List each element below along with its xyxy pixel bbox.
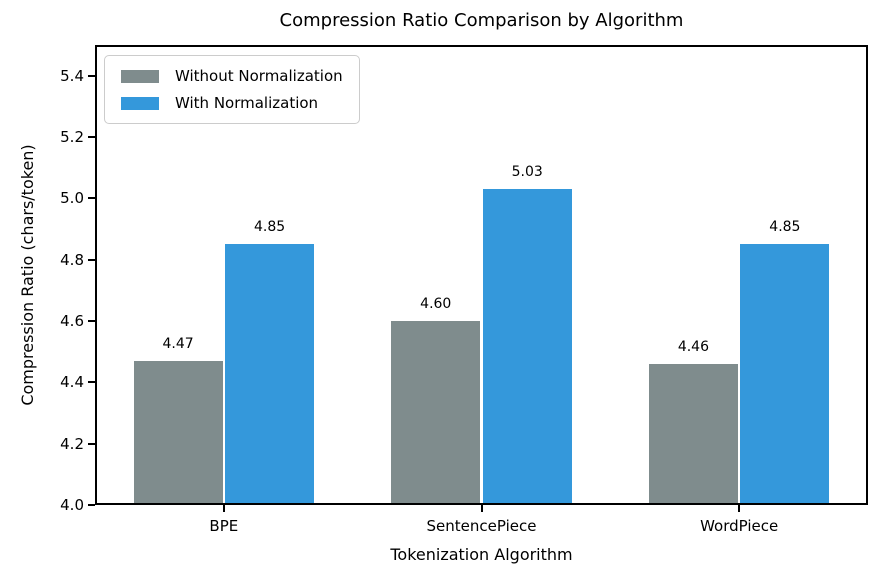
x-tick-label-bpe: BPE [209, 517, 239, 535]
x-axis-label: Tokenization Algorithm [390, 545, 573, 564]
y-tick-mark [88, 381, 95, 384]
x-tick-mark [480, 505, 483, 512]
x-tick-mark [738, 505, 741, 512]
bar-without-normalization-sentencepiece [391, 321, 481, 505]
bar-with-normalization-sentencepiece [482, 189, 572, 505]
y-tick-label: 4.8 [60, 250, 84, 269]
y-tick-mark [88, 136, 95, 138]
y-tick-mark [88, 320, 95, 322]
y-tick-label: 5.4 [60, 66, 84, 85]
y-tick-mark [88, 504, 95, 506]
legend: Without Normalization With Normalization [104, 55, 360, 124]
y-tick-mark [88, 74, 95, 77]
value-label: 4.85 [253, 219, 286, 236]
bar-without-normalization-wordpiece [648, 363, 738, 505]
legend-item: Without Normalization [121, 67, 343, 85]
legend-swatch-icon [121, 96, 159, 110]
y-tick-label: 4.0 [60, 496, 84, 514]
value-label: 5.03 [511, 164, 543, 181]
bar-with-normalization-wordpiece [740, 244, 830, 505]
value-label: 4.60 [420, 296, 452, 312]
y-tick-label: 4.4 [60, 373, 84, 392]
x-tick-label-sentencepiece: SentencePiece [426, 517, 537, 535]
legend-swatch-icon [121, 69, 159, 83]
y-tick-label: 4.2 [60, 434, 84, 453]
y-tick-mark [88, 197, 95, 200]
value-label: 4.47 [162, 335, 194, 352]
y-tick-mark [88, 442, 95, 445]
legend-label: Without Normalization [175, 67, 343, 85]
y-tick-label: 4.6 [60, 312, 84, 330]
chart-title: Compression Ratio Comparison by Algorith… [279, 10, 684, 31]
x-tick-mark [222, 505, 225, 512]
legend-item: With Normalization [121, 94, 343, 112]
y-tick-label: 5.0 [60, 189, 84, 208]
value-label: 4.46 [677, 338, 709, 355]
x-tick-label-wordpiece: WordPiece [700, 517, 779, 535]
legend-label: With Normalization [175, 94, 319, 112]
legend-rows: Without Normalization With Normalization [121, 67, 343, 112]
y-tick-label: 5.2 [60, 128, 84, 146]
plot-area [95, 45, 868, 505]
y-tick-mark [88, 258, 95, 261]
bar-without-normalization-bpe [133, 360, 223, 505]
value-label: 4.85 [769, 219, 801, 236]
bar-with-normalization-bpe [225, 244, 314, 505]
